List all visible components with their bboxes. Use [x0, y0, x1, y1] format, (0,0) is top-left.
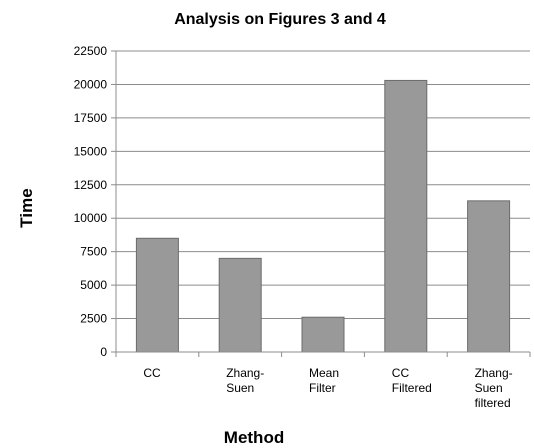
x-category-label-line: Zhang- — [226, 366, 264, 380]
bar — [384, 79, 428, 353]
x-category-label-line: CC — [143, 366, 161, 380]
x-category-label-line: Suen — [226, 381, 254, 395]
bar — [218, 257, 262, 353]
y-tick-label: 15000 — [74, 144, 108, 158]
gridlines — [116, 50, 530, 320]
x-category-label-line: Filter — [309, 381, 336, 395]
bars — [135, 79, 511, 353]
y-tick-label: 2500 — [80, 312, 107, 326]
x-category-label: Mean Filter — [309, 366, 339, 395]
bar — [135, 237, 179, 353]
y-tick-label: 12500 — [74, 178, 108, 192]
bar — [301, 316, 345, 353]
y-tick-label: 0 — [100, 345, 107, 359]
x-category-label: Zhang-Suen filtered — [475, 366, 513, 410]
x-category-label-line: Mean — [309, 366, 339, 380]
y-tick-labels: 0 2500 5000 7500 10000 12500 15000 17500 20000 22… — [74, 44, 108, 359]
x-axis-title: Method — [224, 428, 284, 447]
chart-title: Analysis on Figures 3 and 4 — [174, 11, 386, 28]
x-category-label-line: CC — [392, 366, 410, 380]
y-axis-title: Time — [17, 188, 36, 227]
x-category-label: CC Filtered — [392, 366, 432, 395]
bar — [467, 200, 511, 353]
y-tick-label: 20000 — [74, 77, 108, 91]
y-tick-label: 17500 — [74, 111, 108, 125]
x-category-label-line: Zhang- — [475, 366, 513, 380]
y-tick-label: 10000 — [74, 211, 108, 225]
x-category-label-line: filtered — [475, 396, 511, 410]
y-tick-label: 7500 — [80, 245, 107, 259]
axes — [111, 50, 531, 357]
x-category-label: CC — [143, 366, 161, 380]
y-tick-label: 5000 — [80, 278, 107, 292]
x-category-label: Zhang-Suen — [226, 366, 264, 395]
x-category-label-line: Filtered — [392, 381, 432, 395]
y-tick-label: 22500 — [74, 44, 108, 58]
x-category-label-line: Suen — [475, 381, 503, 395]
